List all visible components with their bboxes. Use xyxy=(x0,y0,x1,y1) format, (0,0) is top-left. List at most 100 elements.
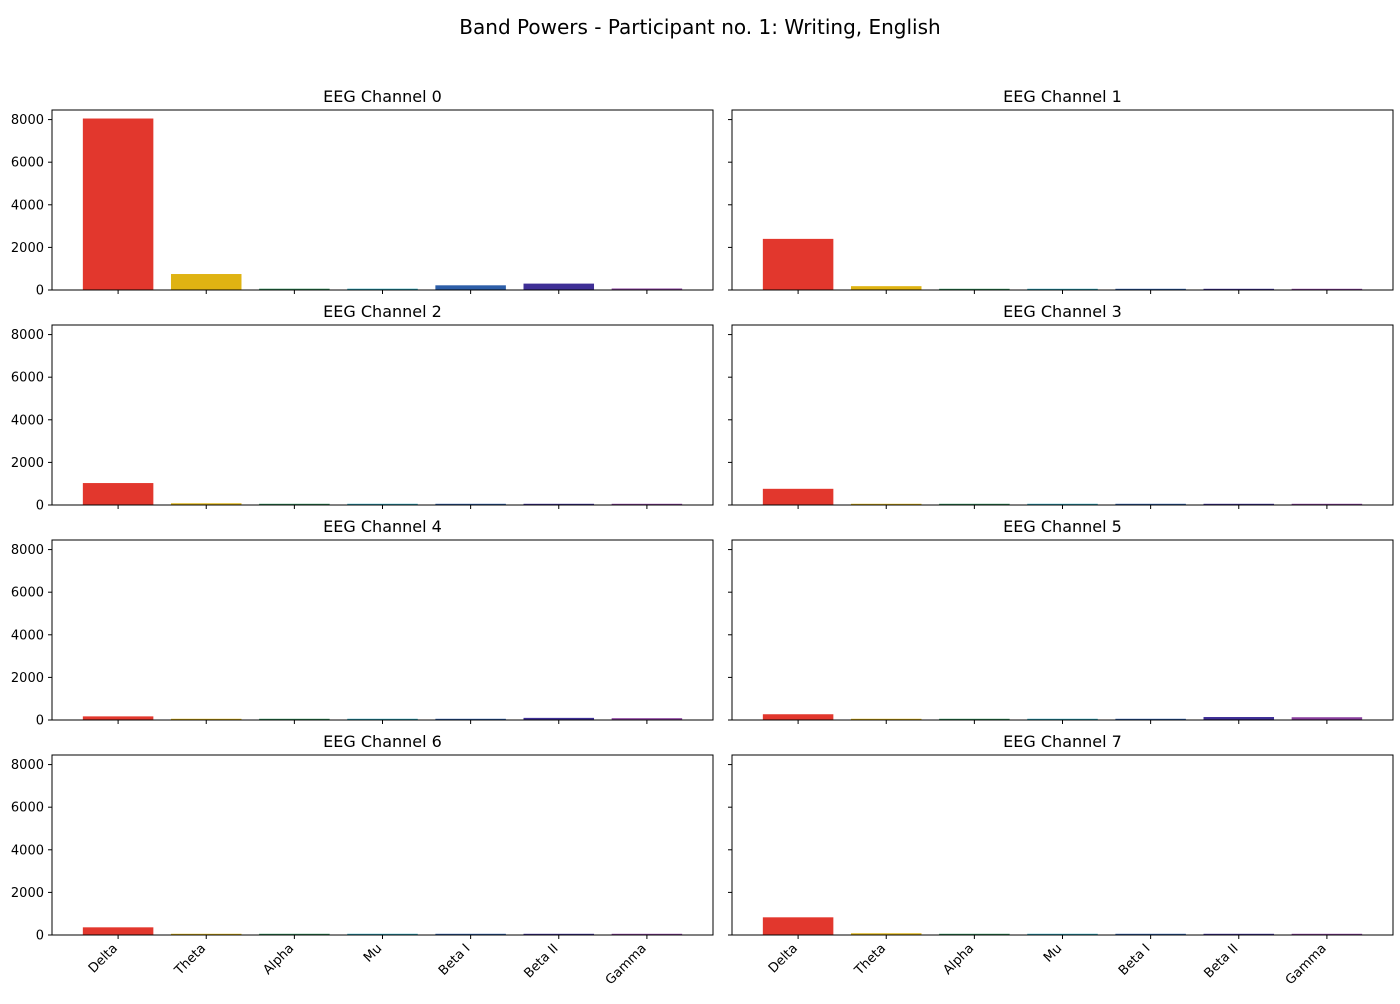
bar-delta xyxy=(82,716,154,720)
bar-gamma xyxy=(611,718,683,720)
axes-frame xyxy=(51,539,714,721)
subplot-channel-7: EEG Channel 7 Delta Theta Alpha Mu Beta I Beta… xyxy=(728,732,1394,988)
subplot-channel-1: EEG Channel 1 xyxy=(728,87,1394,294)
x-tick-label: Theta xyxy=(171,941,209,979)
axes-frame xyxy=(51,754,714,936)
bar-delta xyxy=(762,488,834,505)
axes-frame xyxy=(731,539,1394,721)
axes-frame xyxy=(51,324,714,506)
bar-alpha xyxy=(939,933,1010,935)
bar-theta xyxy=(170,718,242,720)
y-tick-label: 0 xyxy=(36,929,44,944)
bar-beta-i xyxy=(435,503,506,505)
bar-delta xyxy=(82,927,154,935)
bar-beta-i xyxy=(1115,933,1186,935)
bar-mu xyxy=(347,933,418,935)
bar-beta-ii xyxy=(1203,933,1275,935)
bar-gamma xyxy=(1291,717,1363,720)
bar-alpha xyxy=(939,288,1010,290)
subplot-title: EEG Channel 1 xyxy=(1003,87,1122,106)
subplot-title: EEG Channel 6 xyxy=(323,732,442,751)
bar-beta-i xyxy=(1115,503,1186,505)
bar-theta xyxy=(170,503,242,505)
bar-mu xyxy=(1027,718,1098,720)
y-tick-label: 6000 xyxy=(11,801,44,816)
y-tick-label: 2000 xyxy=(11,671,44,686)
bar-beta-ii xyxy=(523,283,595,290)
bar-theta xyxy=(170,933,242,935)
x-tick-label: Beta II xyxy=(521,941,561,981)
bar-alpha xyxy=(259,288,330,290)
y-tick-label: 6000 xyxy=(11,371,44,386)
bar-delta xyxy=(762,238,834,290)
subplot-channel-0: EEG Channel 0 0 2000 4000 6000 8000 xyxy=(11,87,714,299)
bar-beta-ii xyxy=(523,503,595,505)
x-tick-label: Mu xyxy=(1041,941,1065,965)
bar-beta-ii xyxy=(1203,717,1275,720)
y-tick-label: 8000 xyxy=(11,328,44,343)
x-tick-label: Gamma xyxy=(603,941,650,988)
bar-theta xyxy=(850,718,922,720)
bar-beta-ii xyxy=(523,717,595,720)
axes-frame xyxy=(731,754,1394,936)
x-tick-label: Alpha xyxy=(260,941,297,978)
bar-theta xyxy=(850,503,922,505)
y-tick-label: 8000 xyxy=(11,543,44,558)
bar-delta xyxy=(762,917,834,935)
y-tick-label: 4000 xyxy=(11,413,44,428)
bar-mu xyxy=(1027,288,1098,290)
bar-alpha xyxy=(939,718,1010,720)
y-tick-label: 6000 xyxy=(11,586,44,601)
bar-beta-ii xyxy=(1203,503,1275,505)
subplot-channel-4: EEG Channel 4 0 2000 4000 6000 8000 xyxy=(11,517,714,729)
bar-gamma xyxy=(1291,933,1363,935)
subplot-channel-6: EEG Channel 6 0 2000 4000 6000 8000 Delta Theta… xyxy=(11,732,714,988)
bar-gamma xyxy=(1291,503,1363,505)
axes-frame xyxy=(731,324,1394,506)
x-tick-label: Delta xyxy=(766,941,801,976)
subplot-title: EEG Channel 5 xyxy=(1003,517,1122,536)
bar-gamma xyxy=(1291,288,1363,290)
figure-title: Band Powers - Participant no. 1: Writing… xyxy=(459,15,941,39)
bar-beta-i xyxy=(1115,718,1186,720)
bar-beta-i xyxy=(435,718,506,720)
x-tick-label: Mu xyxy=(361,941,385,965)
bar-mu xyxy=(347,288,418,290)
y-tick-label: 0 xyxy=(36,714,44,729)
bar-beta-i xyxy=(435,933,506,935)
x-tick-label: Gamma xyxy=(1283,941,1330,988)
bar-beta-i xyxy=(1115,288,1186,290)
bar-mu xyxy=(347,718,418,720)
bar-gamma xyxy=(611,933,683,935)
x-tick-label: Delta xyxy=(86,941,121,976)
bar-alpha xyxy=(259,718,330,720)
subplot-title: EEG Channel 2 xyxy=(323,302,442,321)
y-tick-label: 0 xyxy=(36,284,44,299)
subplot-title: EEG Channel 3 xyxy=(1003,302,1122,321)
bar-delta xyxy=(82,118,154,290)
y-tick-label: 4000 xyxy=(11,628,44,643)
x-tick-label: Beta II xyxy=(1201,941,1241,981)
y-tick-label: 2000 xyxy=(11,456,44,471)
bar-mu xyxy=(1027,503,1098,505)
bar-beta-i xyxy=(435,285,506,290)
y-tick-label: 8000 xyxy=(11,113,44,128)
y-tick-label: 8000 xyxy=(11,758,44,773)
bar-mu xyxy=(1027,933,1098,935)
y-tick-label: 0 xyxy=(36,499,44,514)
bar-delta xyxy=(762,714,834,720)
bar-beta-ii xyxy=(523,933,595,935)
x-tick-label: Alpha xyxy=(940,941,977,978)
subplot-title: EEG Channel 7 xyxy=(1003,732,1122,751)
bar-delta xyxy=(82,483,154,505)
bar-alpha xyxy=(939,503,1010,505)
x-tick-label: Theta xyxy=(851,941,889,979)
subplot-channel-5: EEG Channel 5 xyxy=(728,517,1394,724)
x-tick-label: Beta I xyxy=(436,941,473,978)
subplot-title: EEG Channel 4 xyxy=(323,517,442,536)
subplot-channel-3: EEG Channel 3 xyxy=(728,302,1394,509)
subplot-channel-2: EEG Channel 2 0 2000 4000 6000 8000 xyxy=(11,302,714,514)
bar-theta xyxy=(850,933,922,935)
